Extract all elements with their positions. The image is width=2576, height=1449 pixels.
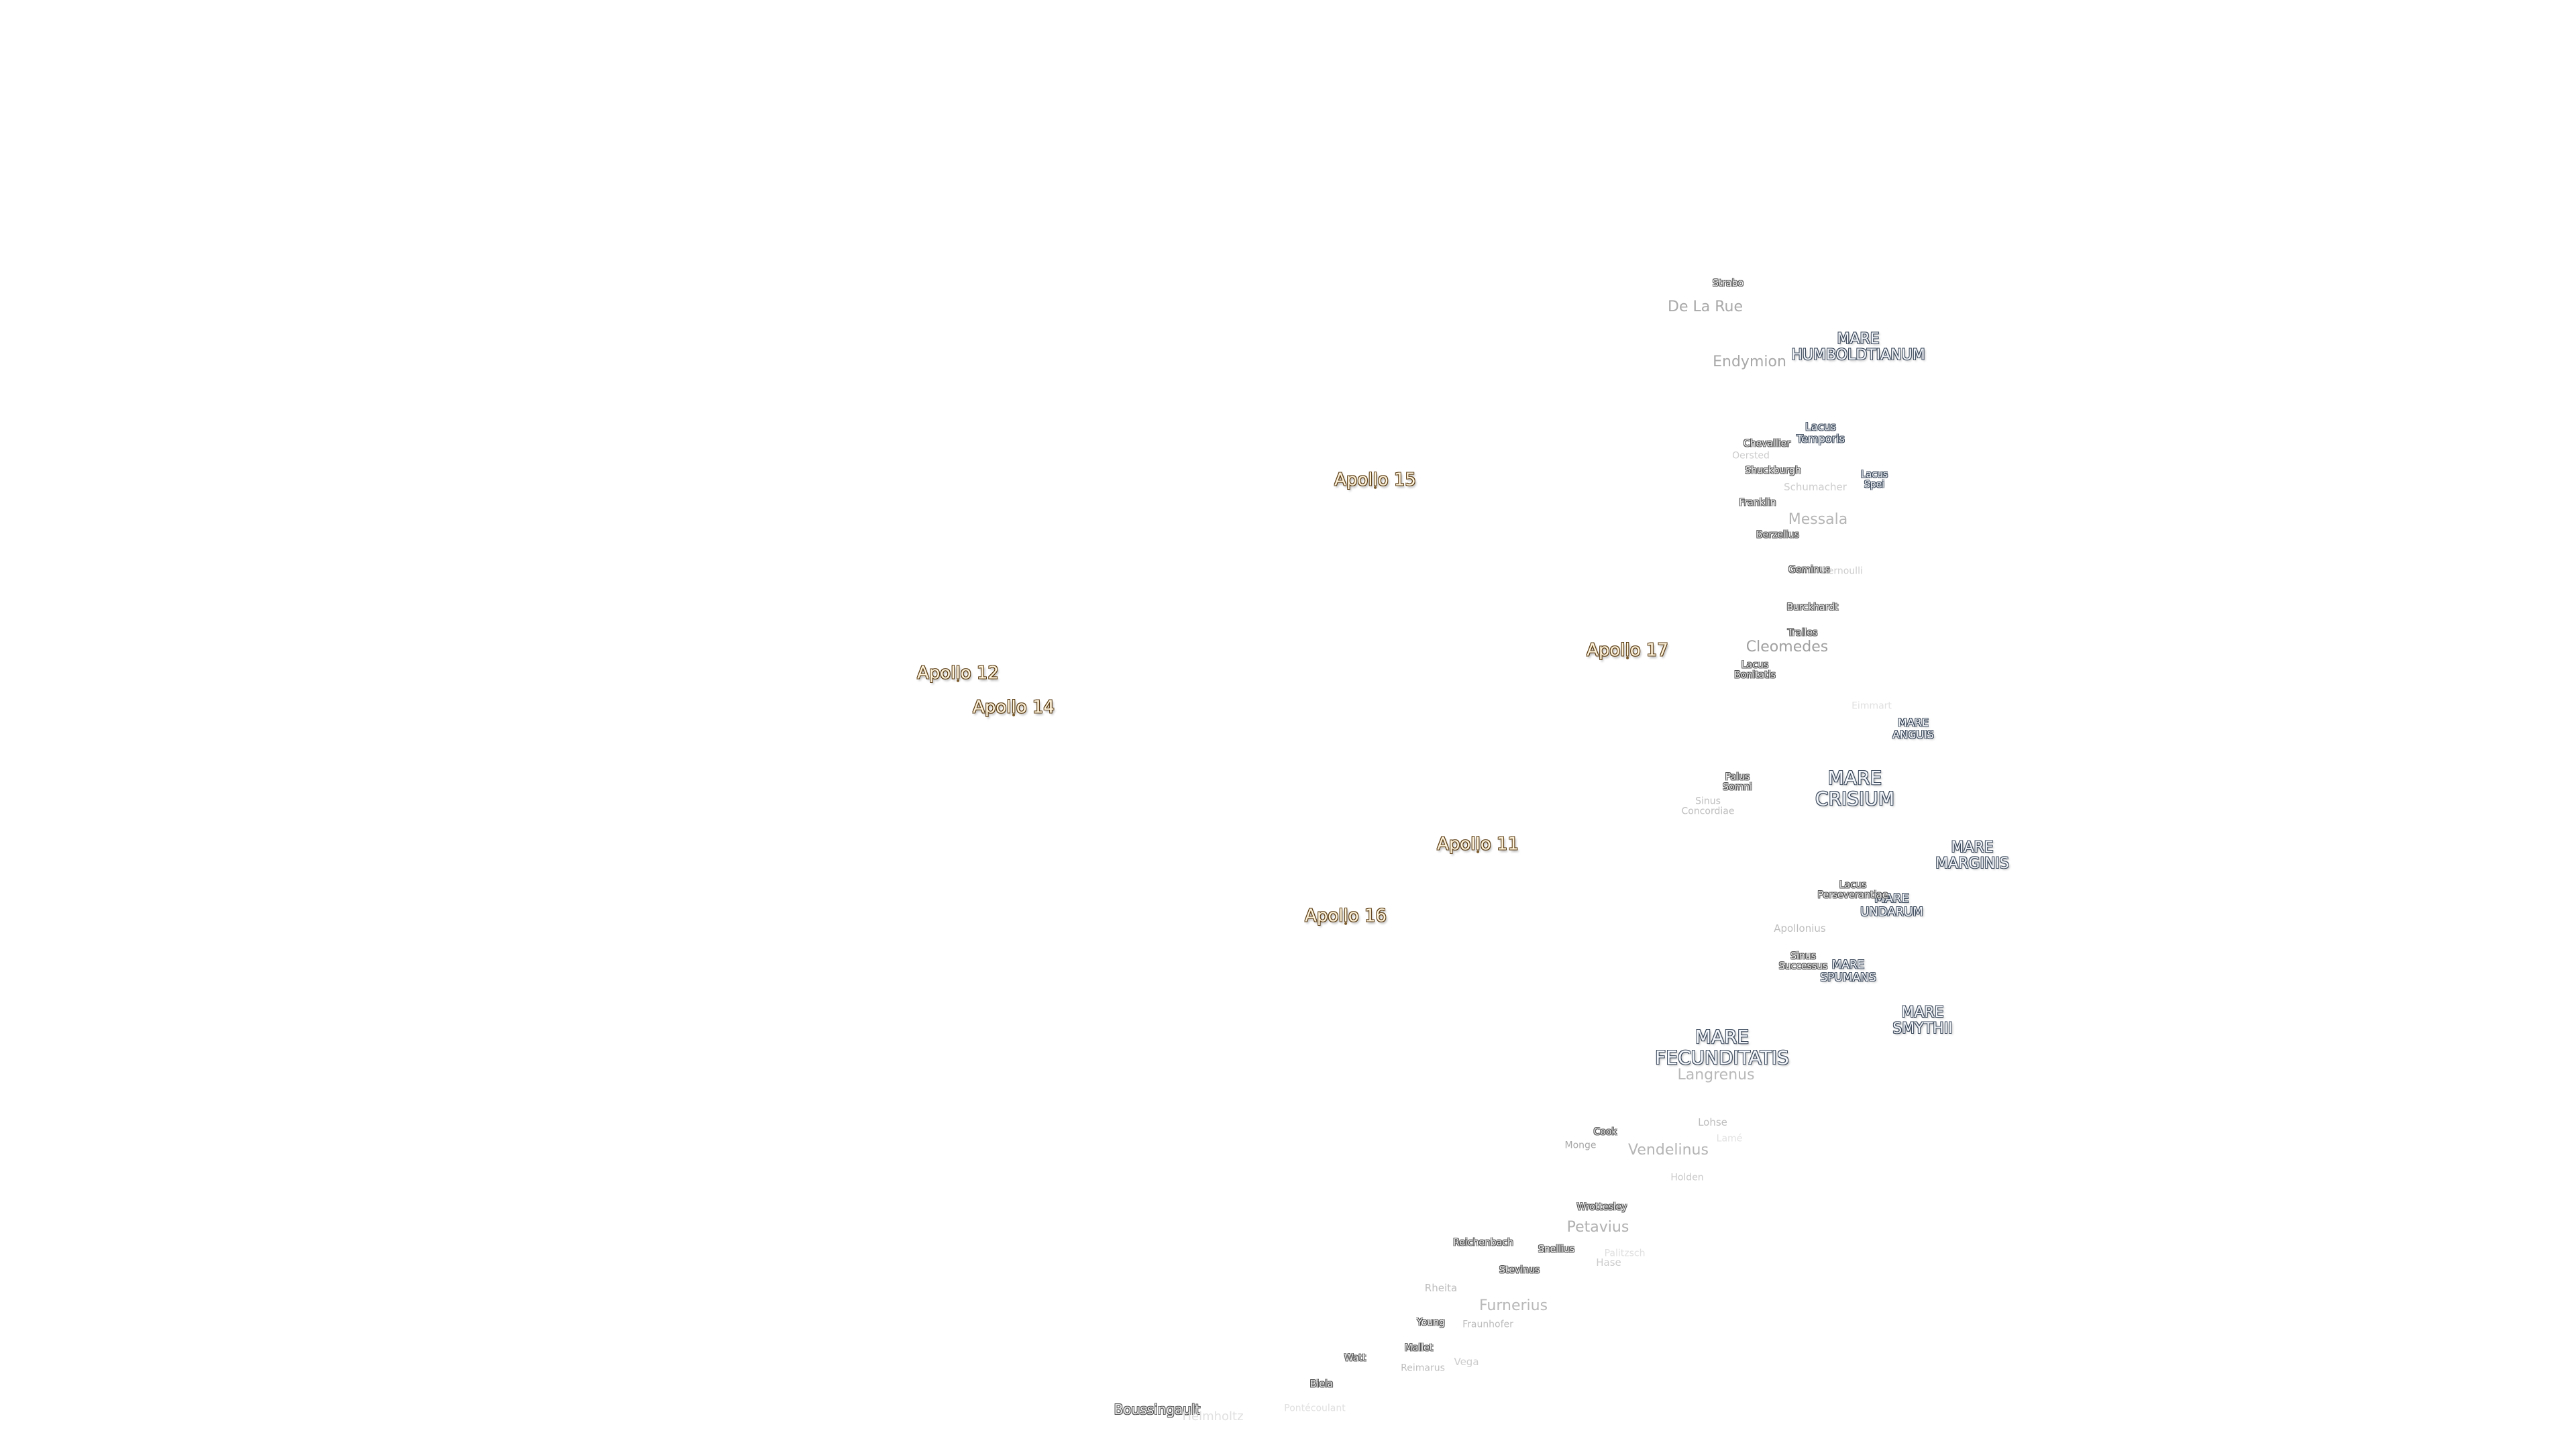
crater-label[interactable]: Bernoulli xyxy=(1821,566,1863,577)
crater-label[interactable]: Reichenbach xyxy=(1453,1237,1513,1248)
crater-label[interactable]: Eimmart xyxy=(1851,700,1892,712)
mare-undarum-label[interactable]: MARE UNDARUM xyxy=(1860,892,1923,919)
apollo-14-label[interactable]: Apollo 14 xyxy=(973,697,1055,718)
crater-label[interactable]: Lamé xyxy=(1716,1133,1743,1144)
sinus-successus-label[interactable]: Sinus Successus xyxy=(1778,951,1828,972)
mare-marginis-label[interactable]: MARE MARGINIS xyxy=(1935,839,2009,872)
crater-label[interactable]: Petavius xyxy=(1566,1218,1629,1236)
lacus-perseverantiae-label[interactable]: Lacus Perseverantiae xyxy=(1817,879,1888,901)
crater-label[interactable]: Holden xyxy=(1670,1172,1704,1183)
crater-label[interactable]: Vega xyxy=(1454,1355,1479,1368)
landing-site-marker xyxy=(1477,850,1479,853)
crater-label[interactable]: Franklin xyxy=(1739,497,1776,508)
crater-label[interactable]: Boussingault xyxy=(1114,1401,1201,1417)
apollo-17-label[interactable]: Apollo 17 xyxy=(1587,640,1668,661)
crater-label[interactable]: Burckhardt xyxy=(1786,602,1839,613)
palus-somni-label[interactable]: Palus Somni xyxy=(1723,771,1752,793)
crater-label[interactable]: Langrenus xyxy=(1677,1066,1755,1083)
crater-label[interactable]: Tralles xyxy=(1787,627,1818,639)
crater-label[interactable]: Young xyxy=(1417,1317,1445,1328)
apollo-15-label[interactable]: Apollo 15 xyxy=(1334,470,1416,490)
landing-site-marker xyxy=(1344,922,1347,925)
lacus-bonitatis-label[interactable]: Lacus Bonitatis xyxy=(1734,659,1776,681)
crater-label[interactable]: Cook xyxy=(1593,1126,1617,1138)
crater-label[interactable]: Helmholtz xyxy=(1182,1409,1244,1424)
landing-site-marker xyxy=(957,679,959,682)
crater-label[interactable]: Cleomedes xyxy=(1746,638,1829,655)
crater-label[interactable]: Messala xyxy=(1788,511,1848,528)
mare-humboldtianum-label[interactable]: MARE HUMBOLDTIANUM xyxy=(1791,330,1925,364)
landing-site-marker xyxy=(1626,656,1629,659)
crater-label[interactable]: Watt xyxy=(1344,1352,1366,1364)
mare-anguis-label[interactable]: MARE ANGUIS xyxy=(1892,716,1934,741)
crater-label[interactable]: Pontécoulant xyxy=(1284,1403,1346,1414)
apollo-11-label[interactable]: Apollo 11 xyxy=(1437,834,1519,855)
landing-site-marker xyxy=(1012,713,1015,716)
crater-label[interactable]: Lohse xyxy=(1698,1116,1727,1128)
crater-label[interactable]: Monge xyxy=(1564,1140,1597,1151)
crater-label[interactable]: Strabo xyxy=(1712,278,1744,289)
crater-label[interactable]: Wrottesley xyxy=(1576,1201,1627,1213)
landing-site-marker xyxy=(1374,486,1377,489)
lacus-temporis-label[interactable]: Lacus Temporis xyxy=(1796,420,1845,445)
crater-label[interactable]: Hase xyxy=(1596,1256,1621,1269)
crater-label[interactable]: Biela xyxy=(1309,1379,1334,1390)
crater-label[interactable]: Schumacher xyxy=(1784,480,1847,493)
crater-label[interactable]: Furnerius xyxy=(1479,1297,1548,1314)
crater-label[interactable]: De La Rue xyxy=(1668,298,1743,315)
crater-label[interactable]: Snellius xyxy=(1538,1244,1575,1255)
crater-label[interactable]: Reimarus xyxy=(1401,1362,1445,1374)
crater-label[interactable]: Fraunhofer xyxy=(1462,1319,1513,1330)
mare-crisium-label[interactable]: MARE CRISIUM xyxy=(1815,767,1894,810)
mare-fecunditatis-label[interactable]: MARE FECUNDITATIS xyxy=(1655,1026,1789,1069)
sinus-concordiae-label[interactable]: Sinus Concordiae xyxy=(1681,796,1735,817)
crater-label[interactable]: Berzelius xyxy=(1756,529,1799,541)
mare-spumans-label[interactable]: MARE SPUMANS xyxy=(1820,958,1876,984)
apollo-12-label[interactable]: Apollo 12 xyxy=(917,663,999,684)
crater-label[interactable]: Oersted xyxy=(1732,450,1770,462)
crater-label[interactable]: Stevinus xyxy=(1499,1265,1540,1276)
crater-label[interactable]: Chevallier xyxy=(1743,438,1791,449)
crater-label[interactable]: Palitzsch xyxy=(1604,1248,1646,1259)
crater-label[interactable]: Rheita xyxy=(1424,1281,1458,1294)
mare-smythii-label[interactable]: MARE SMYTHII xyxy=(1892,1004,1953,1037)
crater-label[interactable]: Apollonius xyxy=(1774,922,1826,934)
crater-label[interactable]: Geminus xyxy=(1788,564,1831,576)
apollo-16-label[interactable]: Apollo 16 xyxy=(1305,906,1387,926)
crater-label[interactable]: Vendelinus xyxy=(1628,1141,1709,1159)
crater-label[interactable]: Mallet xyxy=(1404,1342,1434,1354)
crater-label[interactable]: Endymion xyxy=(1713,353,1786,370)
lacus-spei-label[interactable]: Lacus Spei xyxy=(1860,469,1888,490)
crater-label[interactable]: Shuckburgh xyxy=(1745,465,1801,476)
